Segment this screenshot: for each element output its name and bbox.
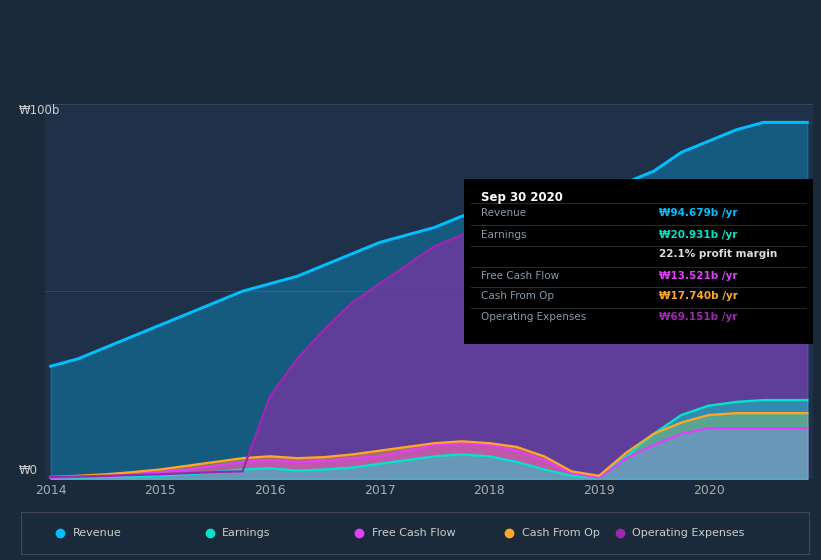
Text: ₩100b: ₩100b xyxy=(18,104,60,116)
Text: ₩17.740b /yr: ₩17.740b /yr xyxy=(659,292,738,301)
Text: Cash From Op: Cash From Op xyxy=(481,292,554,301)
Text: Revenue: Revenue xyxy=(481,208,526,218)
Text: Sep 30 2020: Sep 30 2020 xyxy=(481,191,563,204)
Text: ₩69.151b /yr: ₩69.151b /yr xyxy=(659,312,737,322)
Text: Operating Expenses: Operating Expenses xyxy=(481,312,586,322)
Text: ₩0: ₩0 xyxy=(18,464,37,477)
Text: Free Cash Flow: Free Cash Flow xyxy=(481,271,559,281)
Text: Cash From Op: Cash From Op xyxy=(522,529,599,538)
Text: Earnings: Earnings xyxy=(222,529,271,538)
Text: ₩13.521b /yr: ₩13.521b /yr xyxy=(659,271,738,281)
Text: ₩20.931b /yr: ₩20.931b /yr xyxy=(659,230,737,240)
Text: Revenue: Revenue xyxy=(72,529,122,538)
Text: ₩94.679b /yr: ₩94.679b /yr xyxy=(659,208,738,218)
Text: 22.1% profit margin: 22.1% profit margin xyxy=(659,249,777,259)
Text: Operating Expenses: Operating Expenses xyxy=(632,529,745,538)
Text: Earnings: Earnings xyxy=(481,230,527,240)
Text: Free Cash Flow: Free Cash Flow xyxy=(372,529,456,538)
